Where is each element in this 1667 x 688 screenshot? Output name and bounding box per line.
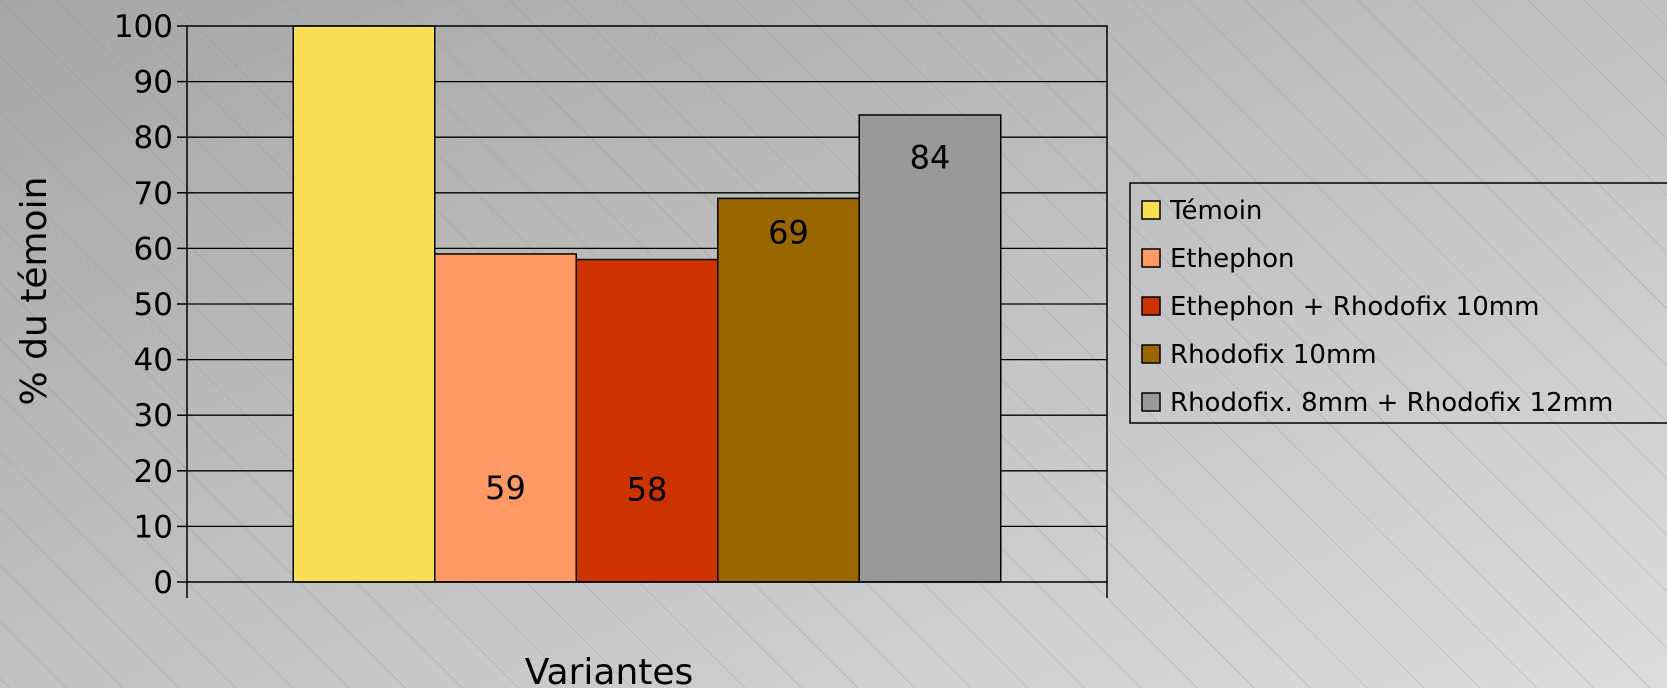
legend-label: Témoin <box>1169 196 1262 226</box>
legend-box <box>1129 182 1667 424</box>
x-axis-title: Variantes <box>525 652 694 688</box>
y-tick-label: 100 <box>114 9 173 45</box>
legend-swatch <box>1141 248 1161 268</box>
bar-3 <box>575 258 719 583</box>
bar-1 <box>292 25 436 583</box>
data-label: 58 <box>627 470 668 508</box>
legend: Témoin Ethephon Ethephon + Rhodofix 10mm Rh… <box>1129 182 1667 424</box>
legend-label: Rhodofix 10mm <box>1170 340 1377 370</box>
legend-label: Rhodofix. 8mm + Rhodofix 12mm <box>1170 388 1613 418</box>
legend-label: Ethephon + Rhodofix 10mm <box>1170 292 1539 322</box>
bar-2 <box>434 253 577 583</box>
y-tick-labels: 0 10 20 30 40 50 60 70 80 90 100 <box>114 9 173 601</box>
y-tick-label: 40 <box>134 343 173 379</box>
bar-4 <box>717 197 860 583</box>
data-label: 59 <box>485 469 526 507</box>
legend-swatch <box>1141 344 1161 364</box>
y-tick-label: 20 <box>134 454 173 490</box>
y-tick-label: 70 <box>134 176 173 212</box>
y-tick-label: 80 <box>134 120 173 156</box>
legend-swatch <box>1141 296 1161 316</box>
axes <box>177 25 1108 598</box>
y-tick-label: 30 <box>134 398 173 434</box>
bar-5 <box>858 114 1002 583</box>
y-tick-label: 0 <box>153 565 173 601</box>
y-tick-label: 50 <box>134 287 173 323</box>
y-tick-label: 90 <box>134 65 173 101</box>
legend-label: Ethephon <box>1170 244 1294 274</box>
legend-swatch <box>1141 200 1161 220</box>
y-axis-title: % du témoin <box>14 177 55 406</box>
data-label: 84 <box>910 139 951 177</box>
bars: 59 58 69 84 <box>292 25 1002 583</box>
legend-swatch <box>1141 392 1161 412</box>
y-tick-label: 60 <box>134 231 173 267</box>
data-label: 69 <box>768 214 809 252</box>
y-tick-label: 10 <box>134 509 173 545</box>
